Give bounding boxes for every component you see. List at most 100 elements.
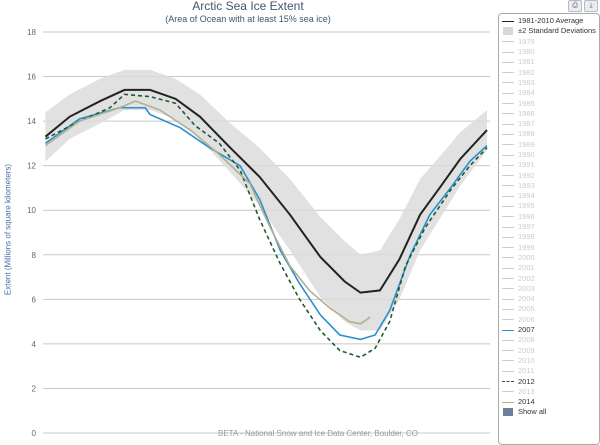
legend-swatch-icon (502, 20, 514, 22)
legend-item[interactable]: 1997 (499, 222, 599, 232)
legend-label: 1983 (518, 77, 535, 87)
legend-label: 1981 (518, 57, 535, 67)
legend-item[interactable]: 1982 (499, 67, 599, 77)
legend-label: 1979 (518, 36, 535, 46)
legend-swatch-icon (502, 175, 514, 177)
legend-label: 1992 (518, 170, 535, 180)
legend-item[interactable]: 2003 (499, 284, 599, 294)
legend-swatch-icon (502, 133, 514, 135)
legend-swatch-icon (502, 267, 514, 269)
legend-item[interactable]: 1986 (499, 109, 599, 119)
legend-item[interactable]: 2008 (499, 335, 599, 345)
legend-item[interactable]: 2011 (499, 366, 599, 376)
y-tick-label: 10 (27, 206, 36, 215)
download-icon[interactable]: ⤓ (584, 0, 598, 12)
legend-swatch-icon (502, 298, 514, 300)
legend-item[interactable]: 1994 (499, 191, 599, 201)
legend-label: 2007 (518, 325, 535, 335)
legend-item[interactable]: 1984 (499, 88, 599, 98)
legend-item[interactable]: 2012 (499, 376, 599, 386)
legend-label: 1996 (518, 211, 535, 221)
legend-label: 2004 (518, 294, 535, 304)
legend-item[interactable]: ±2 Standard Deviations (499, 26, 599, 36)
legend-swatch-icon (502, 61, 514, 63)
legend-label: 1988 (518, 129, 535, 139)
legend-label: 2009 (518, 345, 535, 355)
legend-label: 2002 (518, 273, 535, 283)
legend-swatch-icon (502, 236, 514, 238)
legend-item[interactable]: 1995 (499, 201, 599, 211)
legend-item[interactable]: 2009 (499, 346, 599, 356)
legend-label: 2003 (518, 283, 535, 293)
legend-item[interactable]: 2014 (499, 397, 599, 407)
legend-item[interactable]: 2000 (499, 253, 599, 263)
legend-swatch-icon (502, 41, 514, 43)
y-tick-label: 6 (32, 295, 37, 304)
legend-label: 2011 (518, 366, 535, 376)
legend-label: 2012 (518, 376, 535, 386)
legend-item[interactable]: 1985 (499, 98, 599, 108)
legend-item[interactable]: 1990 (499, 150, 599, 160)
legend-item[interactable]: 2004 (499, 294, 599, 304)
legend-item[interactable]: 1998 (499, 232, 599, 242)
legend-swatch-icon (502, 257, 514, 259)
legend-item[interactable]: 1983 (499, 78, 599, 88)
legend-swatch-icon (502, 360, 514, 362)
legend-swatch-icon (502, 329, 514, 331)
legend-label: 1986 (518, 108, 535, 118)
legend-swatch-icon (502, 278, 514, 280)
legend-swatch-icon (502, 350, 514, 352)
legend-label: 1990 (518, 150, 535, 159)
chart-svg: 0 2 4 6 8 10 12 14 16 18 (27, 28, 490, 438)
legend-item[interactable]: 2013 (499, 387, 599, 397)
legend-swatch-icon (502, 205, 514, 207)
legend-item[interactable]: 2001 (499, 263, 599, 273)
legend-item[interactable]: 2006 (499, 315, 599, 325)
legend-item[interactable]: 2002 (499, 273, 599, 283)
credits[interactable]: BETA - National Snow and Ice Data Center… (218, 429, 418, 438)
legend-item[interactable]: 1987 (499, 119, 599, 129)
legend-label: 1995 (518, 201, 535, 211)
print-icon[interactable]: ⎙ (568, 0, 582, 12)
legend-item[interactable]: 2010 (499, 356, 599, 366)
y-tick-label: 2 (32, 384, 37, 393)
legend-swatch-icon (502, 195, 514, 197)
legend-item[interactable]: 1999 (499, 243, 599, 253)
legend-label: Show all (518, 407, 547, 417)
legend-swatch-icon (502, 247, 514, 249)
legend-item[interactable]: 2007 (499, 325, 599, 335)
legend-item[interactable]: 1989 (499, 140, 599, 150)
legend-swatch-icon (502, 216, 514, 218)
legend-swatch-icon (502, 92, 514, 94)
series-line-2007 (44, 106, 488, 341)
legend-item[interactable]: 1996 (499, 212, 599, 222)
legend-swatch-icon (502, 401, 514, 403)
y-tick-label: 12 (27, 162, 36, 171)
legend-label: 1982 (518, 67, 535, 77)
legend-item[interactable]: 1993 (499, 181, 599, 191)
y-tick-label: 4 (32, 340, 37, 349)
legend-swatch-icon (503, 408, 513, 417)
legend-item[interactable]: 1981 (499, 57, 599, 67)
chart-title: Arctic Sea Ice Extent (192, 0, 304, 13)
y-tick-label: 14 (27, 117, 36, 126)
legend-swatch-icon (502, 370, 514, 372)
legend-label: 2005 (518, 304, 535, 314)
legend-swatch-icon (502, 391, 514, 393)
show-all-button[interactable]: Show all (499, 407, 599, 417)
legend-swatch-icon (502, 154, 514, 156)
chart-subtitle: (Area of Ocean with at least 15% sea ice… (165, 14, 331, 24)
legend-label: 1991 (518, 160, 535, 170)
legend-item[interactable]: 1991 (499, 160, 599, 170)
legend-item[interactable]: 2005 (499, 304, 599, 314)
legend-swatch-icon (502, 82, 514, 84)
series-line-1981-2010-average (44, 88, 488, 294)
legend-item[interactable]: 1981-2010 Average (499, 16, 599, 26)
legend-item[interactable]: 1988 (499, 129, 599, 139)
y-tick-label: 18 (27, 28, 36, 37)
legend-item[interactable]: 1992 (499, 170, 599, 180)
legend-item[interactable]: 1979 (499, 37, 599, 47)
legend-label: 1987 (518, 119, 535, 129)
legend-item[interactable]: 1980 (499, 47, 599, 57)
legend-swatch-icon (502, 288, 514, 290)
